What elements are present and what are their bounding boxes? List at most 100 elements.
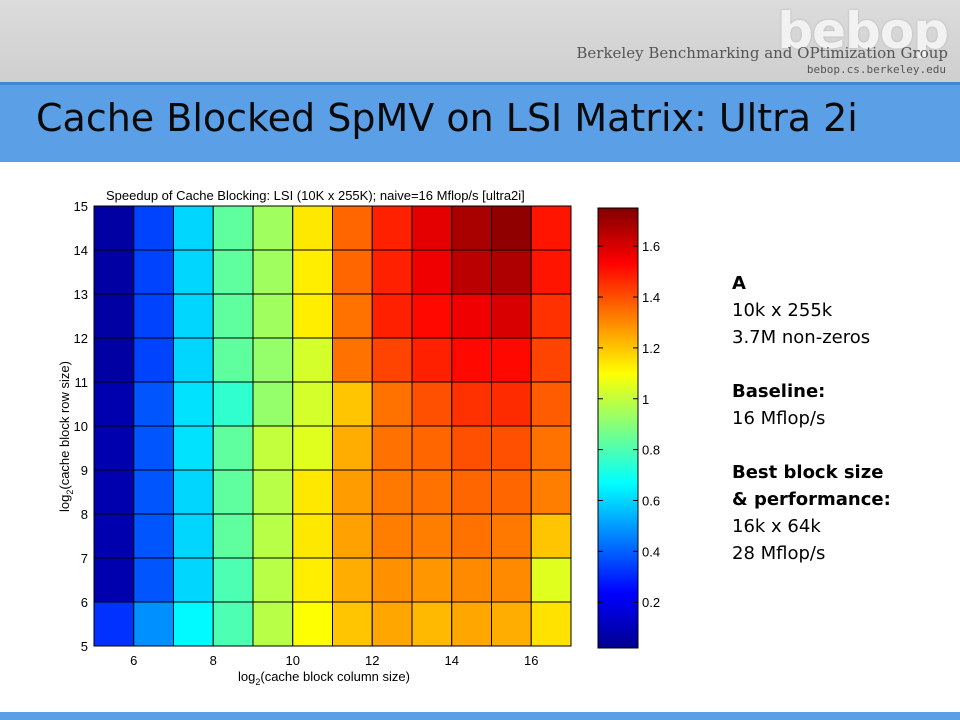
- heatmap-cell: [332, 469, 373, 515]
- heatmap-cell: [93, 381, 135, 427]
- heatmap-cell: [133, 469, 174, 515]
- heatmap-cell: [411, 425, 453, 471]
- x-tick-label: 16: [524, 653, 538, 668]
- heatmap-cell: [411, 513, 453, 559]
- best-size: 16k x 64k: [732, 516, 821, 537]
- heatmap-cell: [292, 557, 333, 603]
- heatmap-cell: [371, 469, 413, 515]
- page-title: Cache Blocked SpMV on LSI Matrix: Ultra …: [36, 96, 858, 140]
- x-tick-label: 14: [445, 653, 459, 668]
- heatmap-cell: [491, 557, 532, 603]
- heatmap-cell: [451, 425, 492, 471]
- heatmap-cell: [332, 205, 373, 251]
- heatmap-cell: [212, 293, 254, 339]
- header-band: bebop Berkeley Benchmarking and OPtimiza…: [0, 0, 960, 82]
- y-tick-label: 9: [81, 463, 88, 478]
- heatmap-cell: [292, 601, 333, 647]
- heatmap-cell: [491, 469, 532, 515]
- heatmap-cell: [93, 249, 135, 295]
- heatmap-cell: [133, 381, 174, 427]
- colorbar-tick-label: 1: [642, 392, 649, 407]
- x-tick-label: 8: [210, 653, 217, 668]
- heatmap-cell: [173, 513, 214, 559]
- info-panel: A 10k x 255k 3.7M non-zeros Baseline: 16…: [732, 270, 891, 567]
- bottom-bar: [0, 712, 960, 720]
- best-perf: 28 Mflop/s: [732, 543, 826, 564]
- colorbar: [597, 207, 639, 649]
- plot-frame: [93, 205, 572, 647]
- heatmap-cell: [292, 293, 333, 339]
- best-label-line1: Best block size: [732, 462, 884, 483]
- y-axis-label: log2(cache block row size): [57, 361, 75, 512]
- heatmap-cell: [371, 601, 413, 647]
- heatmap-cell: [133, 601, 174, 647]
- colorbar-tick-label: 1.6: [642, 239, 660, 254]
- heatmap-cell: [93, 601, 135, 647]
- y-tick-label: 15: [74, 199, 88, 214]
- heatmap-cell: [491, 205, 532, 251]
- heatmap-cell: [252, 557, 294, 603]
- heatmap-cell: [173, 469, 214, 515]
- heatmap-cell: [332, 249, 373, 295]
- heatmap-cell: [93, 293, 135, 339]
- heatmap-cell: [252, 249, 294, 295]
- heatmap-cell: [451, 249, 492, 295]
- heatmap-cell: [292, 469, 333, 515]
- heatmap-cell: [292, 425, 333, 471]
- heatmap-cell: [491, 513, 532, 559]
- heatmap-cell: [451, 513, 492, 559]
- heatmap-cell: [292, 249, 333, 295]
- heatmap-cell: [451, 205, 492, 251]
- heatmap-cell: [173, 425, 214, 471]
- heatmap-cell: [93, 205, 135, 251]
- heatmap-cell: [332, 293, 373, 339]
- heatmap-cell: [411, 601, 453, 647]
- group-url: bebop.cs.berkeley.edu: [806, 63, 946, 76]
- heatmap-cell: [292, 205, 333, 251]
- heatmap-cell: [93, 425, 135, 471]
- heatmap-cell: [173, 557, 214, 603]
- heatmap-cell: [530, 513, 572, 559]
- y-tick-label: 8: [81, 507, 88, 522]
- heatmap-cell: [332, 601, 373, 647]
- heatmap-cell: [252, 205, 294, 251]
- heatmap-cell: [212, 469, 254, 515]
- heatmap-cell: [133, 205, 174, 251]
- heatmap-cell: [133, 513, 174, 559]
- heatmap-cell: [451, 557, 492, 603]
- heatmap-cell: [252, 601, 294, 647]
- matrix-nnz: 3.7M non-zeros: [732, 327, 871, 348]
- heatmap-cell: [93, 469, 135, 515]
- heatmap-cell: [252, 425, 294, 471]
- y-tick-label: 10: [74, 419, 88, 434]
- heatmap-cell: [491, 601, 532, 647]
- heatmap-cell: [212, 205, 254, 251]
- bebop-logo: bebop: [777, 2, 949, 60]
- x-tick-label: 12: [365, 653, 379, 668]
- heatmap-cell: [252, 337, 294, 383]
- heatmap-cell: [292, 513, 333, 559]
- heatmap-cell: [252, 513, 294, 559]
- heatmap-cell: [212, 601, 254, 647]
- baseline-value: 16 Mflop/s: [732, 408, 826, 429]
- heatmap-cell: [411, 249, 453, 295]
- heatmap-cell: [332, 337, 373, 383]
- heatmap-cell: [491, 381, 532, 427]
- heatmap-cell: [133, 249, 174, 295]
- heatmap-cell: [212, 513, 254, 559]
- x-tick-label: 10: [286, 653, 300, 668]
- heatmap-cell: [371, 293, 413, 339]
- heatmap-cell: [292, 381, 333, 427]
- y-tick-label: 14: [74, 243, 88, 258]
- heatmap-cell: [530, 601, 572, 647]
- heatmap-cell: [491, 425, 532, 471]
- heatmap-cell: [212, 381, 254, 427]
- heatmap-cell: [133, 293, 174, 339]
- heatmap-cell: [451, 293, 492, 339]
- y-tick-label: 7: [81, 551, 88, 566]
- heatmap-cell: [411, 557, 453, 603]
- heatmap-cell: [411, 293, 453, 339]
- x-tick-label: 6: [130, 653, 137, 668]
- heatmap-cell: [93, 513, 135, 559]
